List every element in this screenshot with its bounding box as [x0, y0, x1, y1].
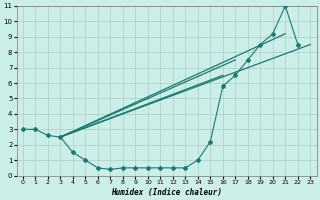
X-axis label: Humidex (Indice chaleur): Humidex (Indice chaleur) — [111, 188, 222, 197]
